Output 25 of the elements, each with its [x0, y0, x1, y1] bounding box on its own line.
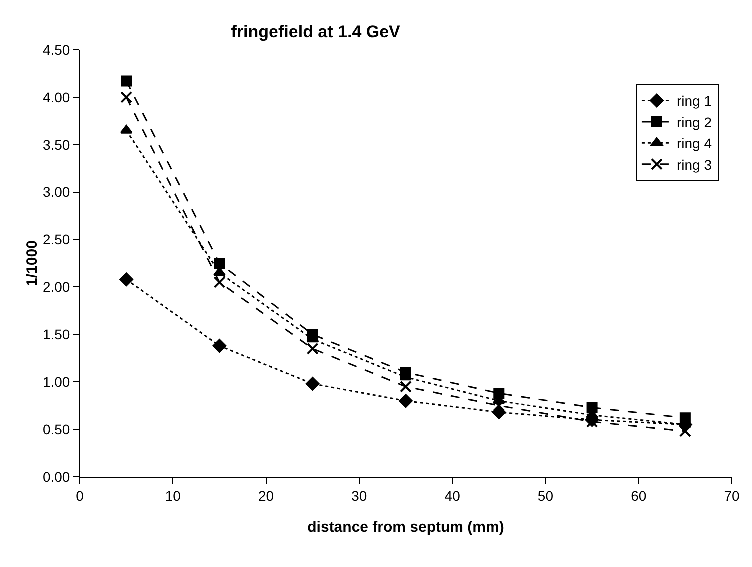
x-tick-label: 10: [165, 488, 182, 504]
chart-title: fringefield at 1.4 GeV: [231, 22, 402, 42]
x-tick-label: 60: [631, 488, 647, 504]
x-axis-title: distance from septum (mm): [308, 519, 504, 536]
x-tick-label: 20: [258, 488, 274, 504]
y-tick-label: 2.50: [42, 232, 70, 248]
legend-label: ring 3: [676, 156, 712, 173]
y-tick-label: 1.00: [42, 374, 70, 390]
y-tick-label: 0.50: [42, 421, 70, 438]
y-tick-label: 4.00: [42, 89, 70, 106]
legend-label: ring 1: [676, 93, 712, 110]
legend-label: ring 4: [676, 136, 712, 152]
y-tick-label: 0.00: [42, 468, 70, 485]
legend-label: ring 2: [676, 114, 712, 130]
y-tick-label: 1.50: [42, 326, 70, 343]
x-tick-label: 40: [444, 488, 461, 504]
x-tick-label: 50: [538, 488, 554, 504]
y-tick-label: 3.00: [42, 184, 70, 200]
x-tick-label: 70: [724, 488, 740, 504]
x-tick-label: 30: [352, 488, 368, 504]
y-tick-label: 3.50: [42, 136, 70, 153]
y-axis-title: 1/1000: [24, 240, 41, 286]
y-tick-label: 2.00: [42, 279, 70, 296]
y-tick-label: 4.50: [42, 42, 70, 58]
x-tick-label: 0: [76, 488, 84, 504]
